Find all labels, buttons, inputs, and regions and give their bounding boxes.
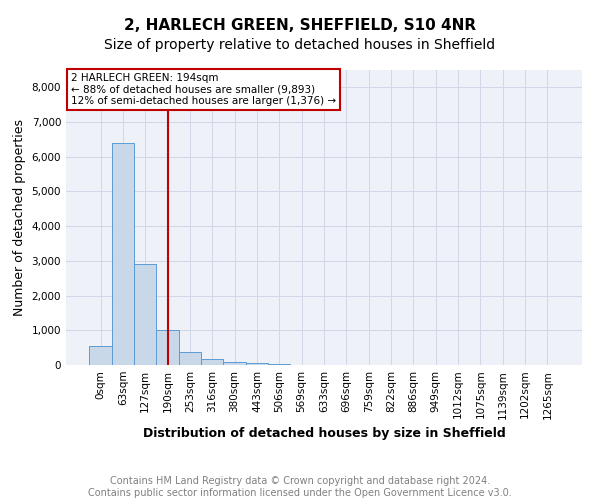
Bar xyxy=(179,352,201,365)
Bar xyxy=(157,330,179,365)
Text: 2, HARLECH GREEN, SHEFFIELD, S10 4NR: 2, HARLECH GREEN, SHEFFIELD, S10 4NR xyxy=(124,18,476,32)
Bar xyxy=(246,363,268,365)
Text: Contains HM Land Registry data © Crown copyright and database right 2024.
Contai: Contains HM Land Registry data © Crown c… xyxy=(88,476,512,498)
Bar xyxy=(89,346,112,365)
Text: 2 HARLECH GREEN: 194sqm
← 88% of detached houses are smaller (9,893)
12% of semi: 2 HARLECH GREEN: 194sqm ← 88% of detache… xyxy=(71,73,336,106)
Bar xyxy=(112,143,134,365)
X-axis label: Distribution of detached houses by size in Sheffield: Distribution of detached houses by size … xyxy=(143,427,505,440)
Bar xyxy=(201,359,223,365)
Bar xyxy=(134,264,157,365)
Text: Size of property relative to detached houses in Sheffield: Size of property relative to detached ho… xyxy=(104,38,496,52)
Bar xyxy=(223,362,246,365)
Bar xyxy=(268,364,290,365)
Y-axis label: Number of detached properties: Number of detached properties xyxy=(13,119,26,316)
